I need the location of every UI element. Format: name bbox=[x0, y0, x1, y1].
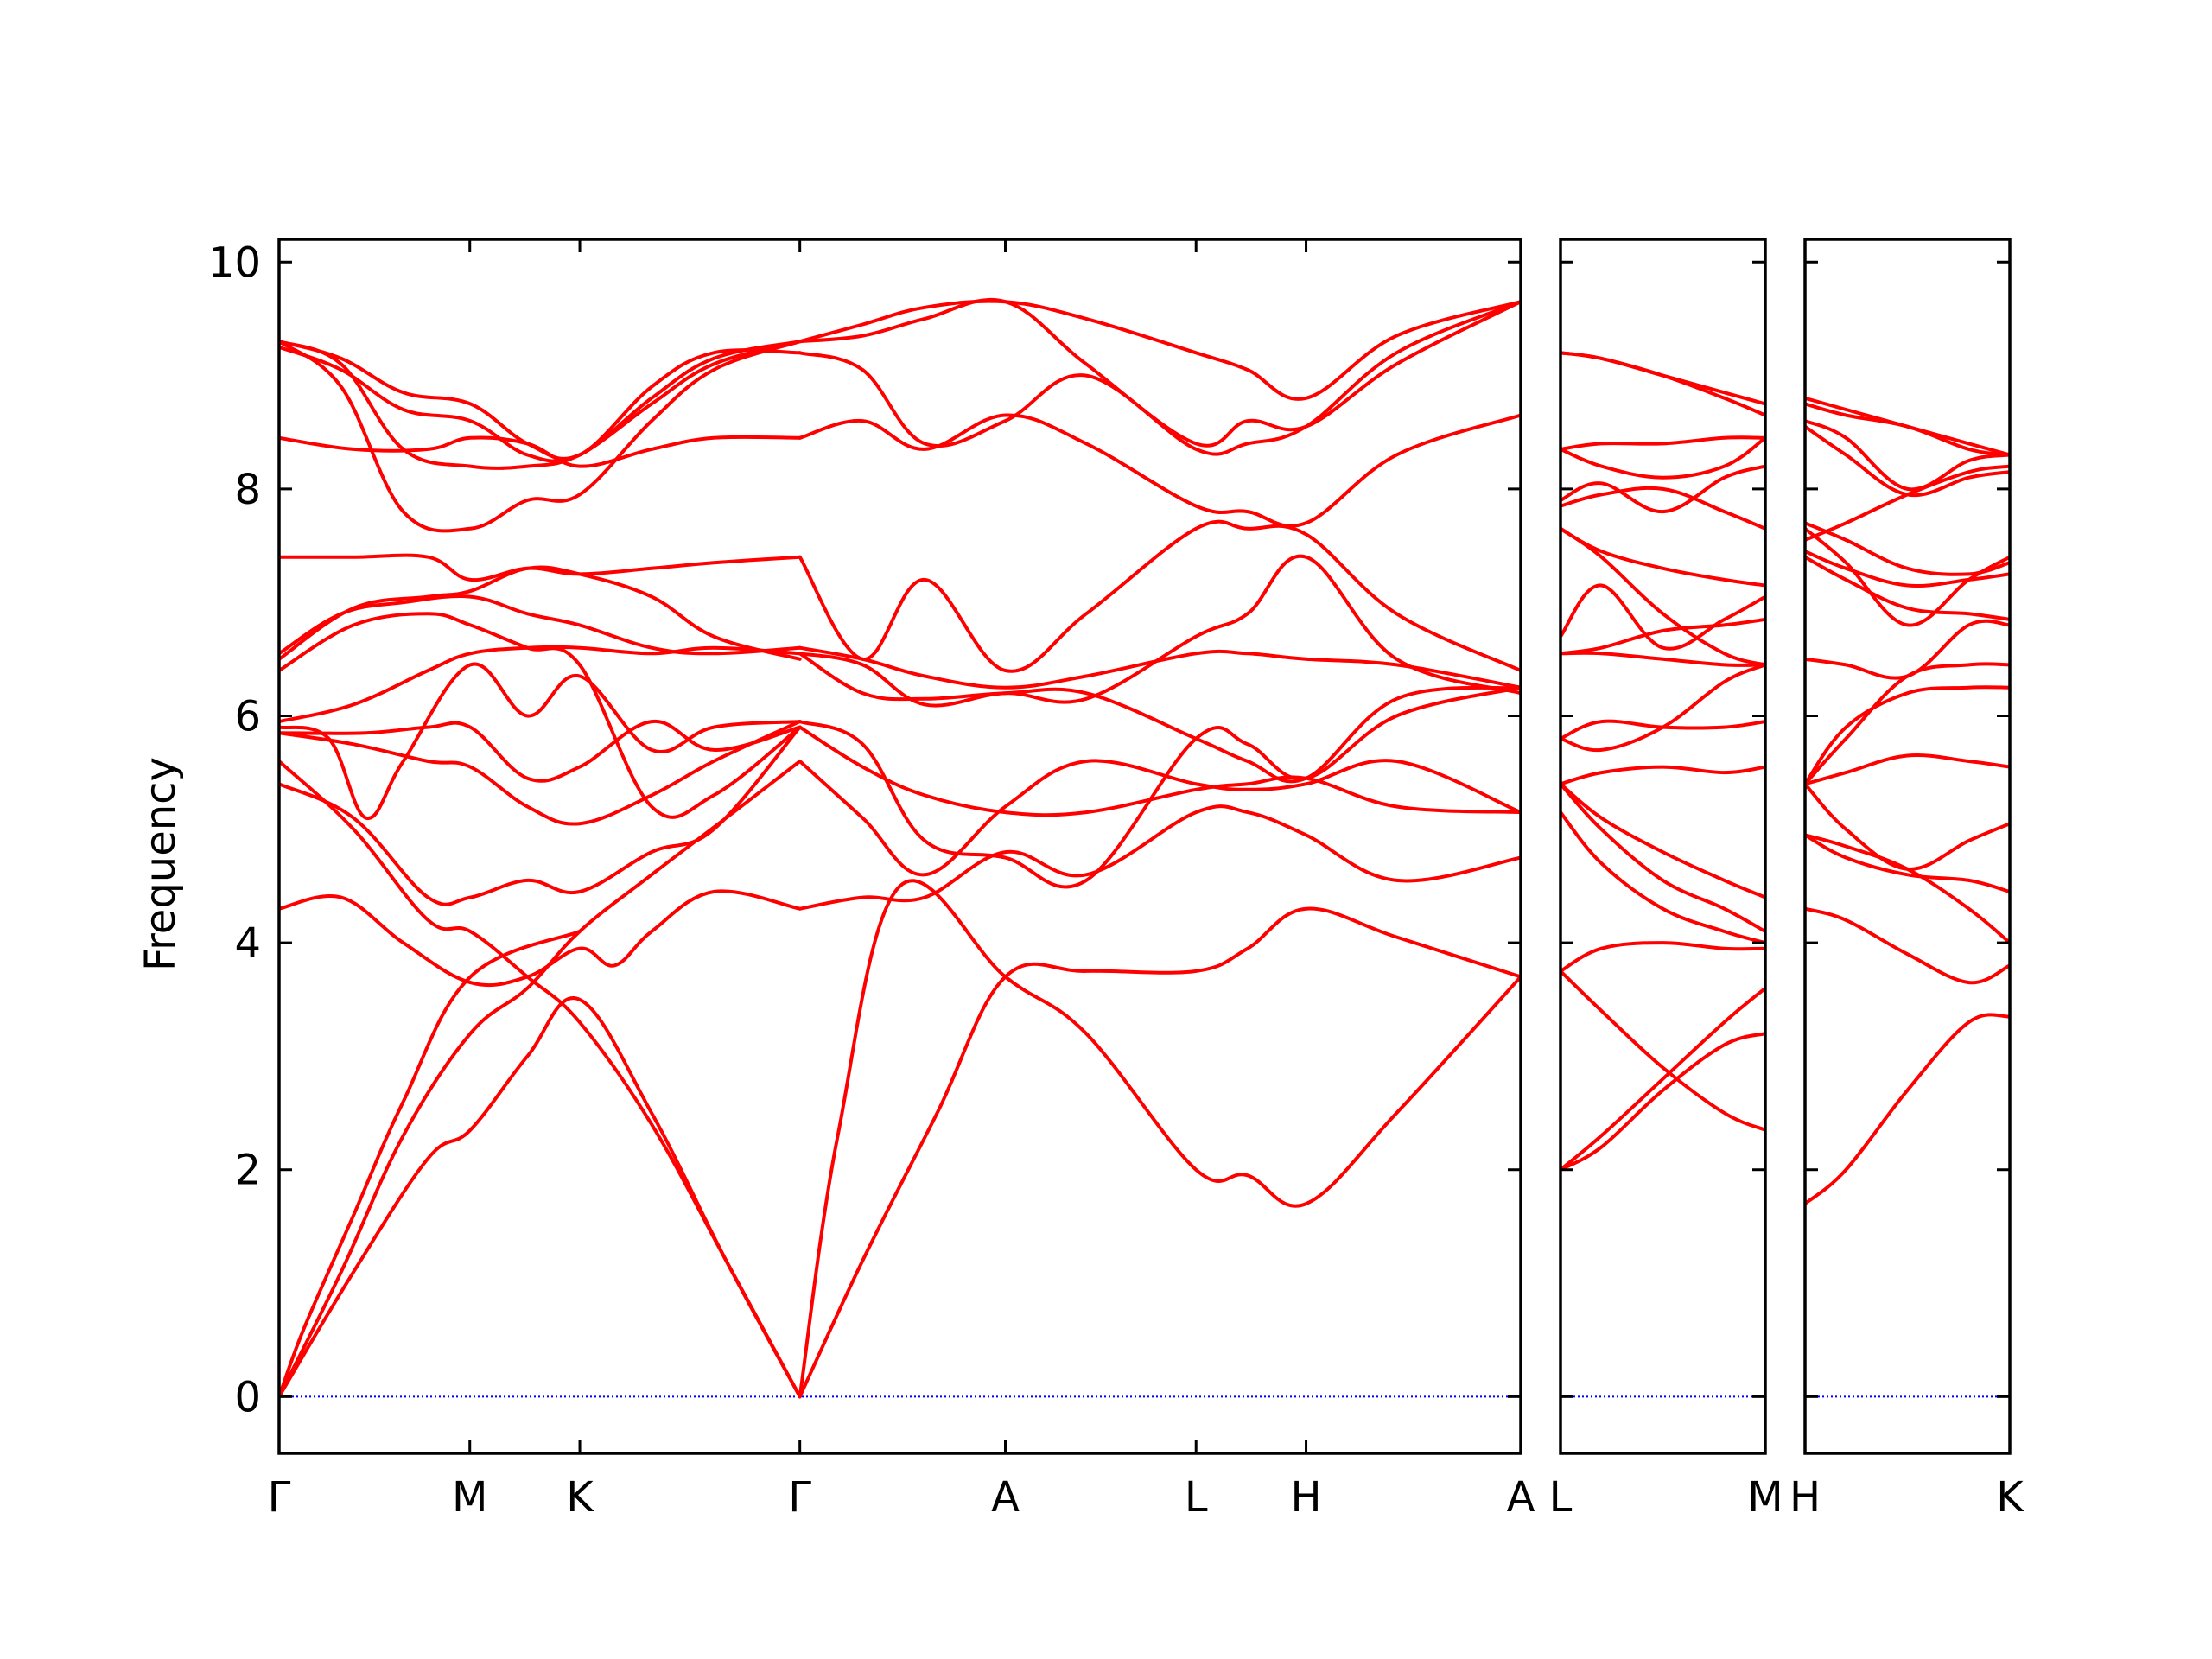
y-tick-label: 6 bbox=[234, 692, 261, 741]
band-line-1-9 bbox=[279, 720, 802, 826]
bands-layer bbox=[279, 297, 2010, 1399]
band-line-2-11 bbox=[1560, 617, 1765, 656]
band-line-1-18 bbox=[279, 340, 802, 463]
band-line-1-2 bbox=[279, 760, 802, 1399]
band-line-2-6 bbox=[1560, 782, 1765, 933]
band-line-1-5 bbox=[279, 889, 802, 988]
band-line-3-1 bbox=[1805, 1013, 2010, 1206]
band-line-2-12 bbox=[1560, 651, 1765, 667]
band-line-1-16 bbox=[279, 340, 802, 470]
band-line-2-19 bbox=[1560, 435, 1765, 451]
x-tick-label: M bbox=[1747, 1473, 1783, 1522]
band-line-2-21 bbox=[1560, 351, 1765, 406]
band-line-3-11 bbox=[1805, 550, 2010, 588]
band-line-2-15 bbox=[1560, 526, 1765, 588]
band-line-1-12 bbox=[279, 594, 802, 656]
band-line-1-3 bbox=[279, 996, 802, 1399]
band-line-1-24 bbox=[798, 725, 1521, 817]
band-line-1-28 bbox=[798, 652, 1521, 784]
band-line-1-10 bbox=[279, 612, 802, 819]
band-line-2-4 bbox=[1560, 941, 1765, 973]
x-tick-label: A bbox=[1507, 1473, 1535, 1522]
x-tick-label: H bbox=[1290, 1473, 1321, 1522]
x-tick-label: M bbox=[452, 1473, 487, 1522]
band-line-2-3 bbox=[1560, 969, 1765, 1132]
band-line-2-5 bbox=[1560, 810, 1765, 945]
band-line-3-10 bbox=[1805, 555, 2010, 621]
band-line-1-7 bbox=[279, 662, 802, 820]
x-tick-label: A bbox=[991, 1473, 1020, 1522]
band-line-1-6 bbox=[279, 725, 802, 906]
band-line-1-23 bbox=[798, 759, 1521, 877]
panel-2-plot-area bbox=[1560, 351, 1765, 1398]
band-line-1-1 bbox=[279, 930, 582, 1399]
band-line-3-8 bbox=[1805, 685, 2010, 786]
band-line-2-8 bbox=[1560, 765, 1765, 786]
band-line-2-10 bbox=[1560, 719, 1765, 741]
band-line-2-18 bbox=[1560, 435, 1765, 480]
band-line-3-13 bbox=[1805, 521, 2010, 576]
band-line-1-33 bbox=[798, 297, 1521, 448]
frame-layer bbox=[277, 238, 2012, 1455]
x-tick-label: H bbox=[1789, 1473, 1821, 1522]
band-line-1-30 bbox=[798, 413, 1521, 528]
panel-3-frame bbox=[1803, 238, 2012, 1455]
x-tick-label: K bbox=[1996, 1473, 2024, 1522]
band-line-2-17 bbox=[1560, 464, 1765, 514]
band-line-1-17 bbox=[279, 340, 802, 533]
band-line-2-14 bbox=[1560, 526, 1765, 667]
band-line-2-20 bbox=[1560, 351, 1765, 417]
x-tick-label: Γ bbox=[268, 1473, 291, 1522]
band-line-3-15 bbox=[1805, 424, 2010, 498]
band-line-1-22 bbox=[798, 804, 1521, 911]
panel-1-plot-area bbox=[279, 297, 1521, 1399]
x-tick-label: Γ bbox=[788, 1473, 811, 1522]
panel-3-plot-area bbox=[1805, 396, 2010, 1398]
band-line-1-8 bbox=[279, 720, 802, 783]
band-line-2-9 bbox=[1560, 663, 1765, 753]
band-line-1-25 bbox=[798, 685, 1521, 889]
y-tick-label: 2 bbox=[234, 1147, 261, 1195]
y-tick-label: 10 bbox=[208, 238, 261, 287]
band-line-3-7 bbox=[1805, 662, 2010, 786]
band-line-3-5 bbox=[1805, 782, 2010, 871]
y-tick-label: 4 bbox=[234, 919, 261, 968]
band-line-1-14 bbox=[279, 553, 802, 582]
band-line-1-26 bbox=[798, 554, 1521, 708]
band-line-1-13 bbox=[279, 645, 802, 724]
band-line-1-21 bbox=[798, 879, 1521, 1399]
y-tick-label: 0 bbox=[234, 1373, 261, 1421]
band-line-3-9 bbox=[1805, 619, 2010, 680]
band-line-1-29 bbox=[798, 519, 1521, 673]
band-line-3-2 bbox=[1805, 906, 2010, 985]
band-line-3-6 bbox=[1805, 753, 2010, 786]
band-line-3-16 bbox=[1805, 419, 2010, 492]
band-line-2-1 bbox=[1560, 986, 1765, 1172]
band-line-2-2 bbox=[1560, 1032, 1765, 1172]
y-tick-label: 8 bbox=[234, 466, 261, 514]
band-line-1-32 bbox=[798, 299, 1521, 401]
band-line-2-13 bbox=[1560, 583, 1765, 651]
panel-1-frame bbox=[277, 238, 1522, 1455]
band-line-1-19 bbox=[279, 340, 802, 461]
band-line-1-11 bbox=[279, 565, 802, 661]
x-tick-label: L bbox=[1549, 1473, 1573, 1522]
x-tick-label: K bbox=[566, 1473, 594, 1522]
band-line-2-16 bbox=[1560, 486, 1765, 531]
x-tick-label: L bbox=[1185, 1473, 1208, 1522]
band-line-1-27 bbox=[798, 645, 1521, 690]
band-line-2-7 bbox=[1560, 782, 1765, 899]
band-line-1-20 bbox=[798, 906, 1521, 1399]
band-line-3-18 bbox=[1805, 396, 2010, 457]
band-line-3-4 bbox=[1805, 833, 2010, 893]
panel-2-frame bbox=[1559, 238, 1767, 1455]
band-line-1-4 bbox=[279, 760, 802, 1399]
y-axis-label: Frequency bbox=[137, 757, 185, 971]
